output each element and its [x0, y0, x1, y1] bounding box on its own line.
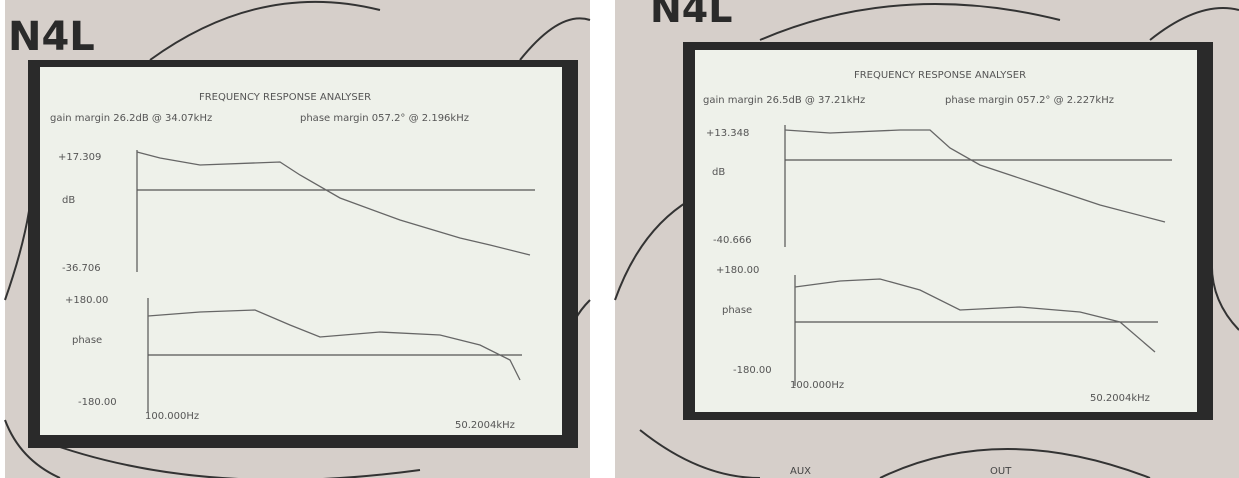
- phase-margin: phase margin 057.2° @ 2.196kHz: [300, 113, 469, 124]
- gain-max: +13.348: [706, 128, 749, 139]
- gain-margin: gain margin 26.2dB @ 34.07kHz: [50, 113, 212, 124]
- gain-min: -36.706: [62, 263, 101, 274]
- panel-label: AUX: [790, 466, 811, 477]
- photo-right: N4L FREQUENCY RESPONSE ANALYSER gain mar…: [615, 0, 1239, 478]
- gain-margin: gain margin 26.5dB @ 37.21kHz: [703, 95, 865, 106]
- phase-margin: phase margin 057.2° @ 2.227kHz: [945, 95, 1114, 106]
- gain-max: +17.309: [58, 152, 101, 163]
- phase-min: -180.00: [733, 365, 772, 376]
- freq-end: 50.2004kHz: [1090, 393, 1150, 404]
- phase-unit: phase: [72, 335, 102, 346]
- phase-max: +180.00: [65, 295, 108, 306]
- phase-unit: phase: [722, 305, 752, 316]
- panel-label: OUT: [990, 466, 1012, 477]
- photo-pair: N4L FREQUENCY RESPONSE ANALYSER gain mar…: [0, 0, 1239, 478]
- screen-title: FREQUENCY RESPONSE ANALYSER: [854, 70, 1026, 81]
- freq-start: 100.000Hz: [790, 380, 844, 391]
- brand: N4L: [8, 14, 95, 60]
- phase-min: -180.00: [78, 397, 117, 408]
- freq-start: 100.000Hz: [145, 411, 199, 422]
- brand: N4L: [650, 0, 732, 31]
- gain-min: -40.666: [713, 235, 752, 246]
- gain-unit: dB: [712, 167, 725, 178]
- phase-max: +180.00: [716, 265, 759, 276]
- photo-left: N4L FREQUENCY RESPONSE ANALYSER gain mar…: [5, 0, 590, 478]
- screen-title: FREQUENCY RESPONSE ANALYSER: [199, 92, 371, 103]
- gain-unit: dB: [62, 195, 75, 206]
- freq-end: 50.2004kHz: [455, 420, 515, 431]
